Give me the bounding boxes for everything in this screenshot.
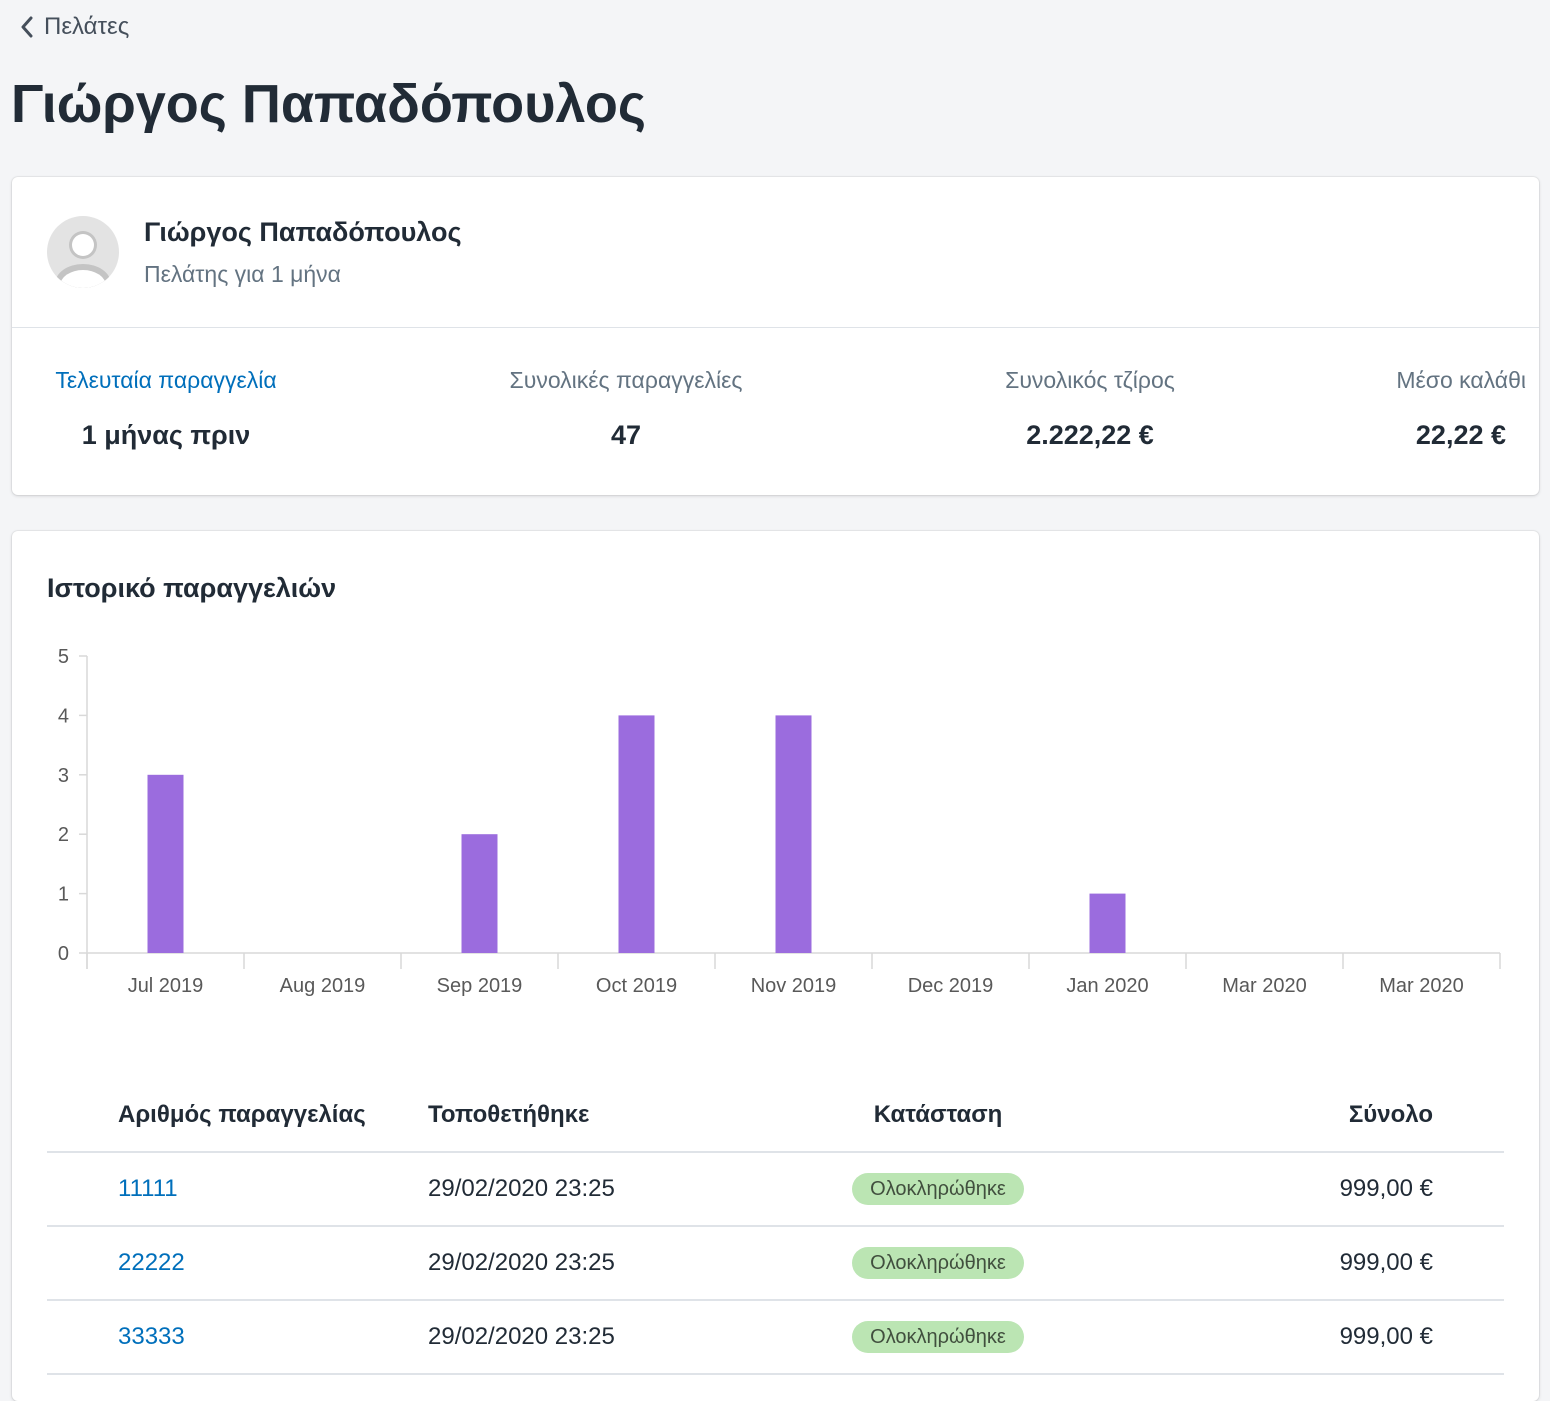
order-total: 999,00 € <box>1088 1226 1504 1301</box>
x-tick-label: Jul 2019 <box>128 975 204 997</box>
stat-total-orders: Συνολικές παραγγελίες 47 <box>482 367 770 451</box>
x-tick-label: Dec 2019 <box>908 975 994 997</box>
order-total: 999,00 € <box>1088 1152 1504 1227</box>
status-badge: Ολοκληρώθηκε <box>852 1247 1024 1279</box>
stat-last-order: Τελευταία παραγγελία 1 μήνας πριν <box>47 367 285 451</box>
total-revenue-value: 2.222,22 € <box>1026 420 1154 450</box>
table-row[interactable]: 11111 29/02/2020 23:25 Ολοκληρώθηκε 999,… <box>47 1152 1504 1227</box>
table-row[interactable]: 33333 29/02/2020 23:25 Ολοκληρώθηκε 999,… <box>47 1300 1504 1375</box>
customer-since: Πελάτης για 1 μήνα <box>144 261 341 287</box>
customer-name: Γιώργος Παπαδόπουλος <box>144 217 462 247</box>
customer-header: Γιώργος Παπαδόπουλος Πελάτης για 1 μήνα <box>12 177 1539 328</box>
back-to-customers-link[interactable]: Πελάτες <box>20 10 129 44</box>
last-order-link[interactable]: Τελευταία παραγγελία <box>55 367 277 393</box>
bar <box>147 774 184 953</box>
order-history-card: Ιστορικό παραγγελιών 0 1 2 3 4 5 Jul 2019 Aug 2… <box>12 531 1539 1401</box>
y-tick-label: 1 <box>58 884 69 906</box>
total-orders-label: Συνολικές παραγγελίες <box>509 367 743 393</box>
order-history-title: Ιστορικό παραγγελιών <box>47 573 337 603</box>
order-number-link[interactable]: 22222 <box>118 1249 185 1276</box>
x-tick-label: Mar 2020 <box>1379 975 1464 997</box>
col-order-number: Αριθμός παραγγελίας <box>47 1079 428 1153</box>
last-order-value: 1 μήνας πριν <box>81 420 251 450</box>
x-tick-label: Jan 2020 <box>1066 975 1148 997</box>
table-header-row: Αριθμός παραγγελίας Τοποθετήθηκε Κατάστα… <box>47 1079 1504 1153</box>
x-tick-label: Nov 2019 <box>751 975 837 997</box>
order-placed: 29/02/2020 23:25 <box>428 1152 788 1227</box>
x-tick-label: Sep 2019 <box>437 975 523 997</box>
table-row[interactable]: 22222 29/02/2020 23:25 Ολοκληρώθηκε 999,… <box>47 1226 1504 1301</box>
order-history-chart: 0 1 2 3 4 5 Jul 2019 Aug 2019 Sep 2019 Oct 2019 No… <box>58 646 1501 997</box>
stat-average-basket: Μέσο καλάθι 22,22 € <box>1342 367 1526 451</box>
col-placed: Τοποθετήθηκε <box>428 1079 788 1153</box>
orders-table: Αριθμός παραγγελίας Τοποθετήθηκε Κατάστα… <box>47 1079 1504 1375</box>
y-tick-label: 0 <box>58 943 69 965</box>
col-status: Κατάσταση <box>788 1079 1088 1153</box>
total-orders-value: 47 <box>610 420 642 450</box>
order-placed: 29/02/2020 23:25 <box>428 1226 788 1301</box>
y-tick-label: 5 <box>58 646 69 668</box>
status-badge: Ολοκληρώθηκε <box>852 1321 1024 1353</box>
average-basket-value: 22,22 € <box>1415 420 1506 450</box>
order-number-link[interactable]: 11111 <box>118 1175 178 1202</box>
order-placed: 29/02/2020 23:25 <box>428 1300 788 1375</box>
bar <box>775 715 812 953</box>
average-basket-label: Μέσο καλάθι <box>1396 367 1526 393</box>
status-badge: Ολοκληρώθηκε <box>852 1173 1024 1205</box>
total-revenue-label: Συνολικός τζίρος <box>1005 367 1175 393</box>
y-tick-label: 2 <box>58 824 69 846</box>
chevron-left-icon <box>21 16 33 38</box>
y-tick-label: 4 <box>58 705 69 727</box>
order-number-link[interactable]: 33333 <box>118 1323 185 1350</box>
x-tick-label: Oct 2019 <box>596 975 677 997</box>
col-total: Σύνολο <box>1088 1079 1504 1153</box>
customer-summary-card: Γιώργος Παπαδόπουλος Πελάτης για 1 μήνα … <box>12 177 1539 495</box>
page-title: Γιώργος Παπαδόπουλος <box>11 74 647 134</box>
back-label: Πελάτες <box>44 13 130 40</box>
order-total: 999,00 € <box>1088 1300 1504 1375</box>
bar <box>461 834 498 953</box>
x-tick-label: Mar 2020 <box>1222 975 1307 997</box>
bar <box>1089 893 1126 953</box>
y-tick-label: 3 <box>58 765 69 787</box>
avatar <box>47 216 119 288</box>
bar <box>618 715 655 953</box>
x-tick-label: Aug 2019 <box>280 975 366 997</box>
stat-total-revenue: Συνολικός τζίρος 2.222,22 € <box>945 367 1235 451</box>
